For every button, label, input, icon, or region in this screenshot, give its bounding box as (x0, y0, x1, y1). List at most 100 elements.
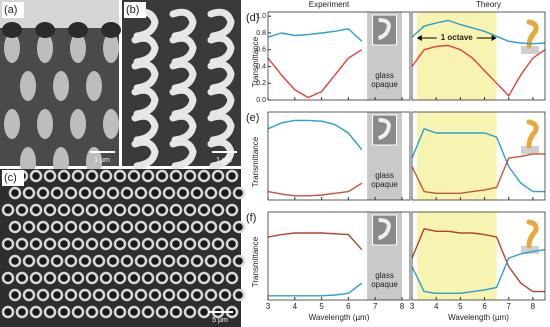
inset-helix (377, 218, 391, 240)
helix-icon (526, 119, 539, 149)
hole (103, 109, 119, 139)
opaque-label: opaque (371, 80, 398, 89)
ring (29, 305, 43, 319)
ring (85, 271, 99, 285)
ring (99, 237, 113, 251)
hole (37, 109, 53, 139)
panel-label: (d) (246, 12, 259, 24)
ring (85, 237, 99, 251)
ring (8, 186, 22, 200)
ring (176, 288, 190, 302)
scale-label: 1 µm (94, 157, 110, 164)
ring (197, 203, 211, 217)
helix-turn (207, 86, 235, 118)
ring (148, 254, 162, 268)
opaque-label: glass (375, 171, 394, 180)
ring (64, 186, 78, 200)
panel-label: (b) (126, 4, 139, 16)
ring (169, 203, 183, 217)
ring (113, 305, 127, 319)
ring (85, 169, 99, 183)
helix-turn (131, 138, 159, 170)
ring (211, 237, 225, 251)
series-line (411, 153, 545, 194)
ring (232, 186, 246, 200)
post (2, 22, 22, 38)
ring (29, 237, 43, 251)
ring (134, 288, 148, 302)
panel-title: Experiment (309, 0, 350, 9)
ring (155, 271, 169, 285)
x-tick-label: 6 (482, 302, 487, 311)
ring (106, 254, 120, 268)
ring (162, 186, 176, 200)
ring (218, 186, 232, 200)
y-tick-label: 0.8 (256, 30, 266, 37)
opaque-label: glass (375, 271, 394, 280)
ring (134, 186, 148, 200)
ring (57, 237, 71, 251)
ring (176, 254, 190, 268)
sem-b-pattern (131, 8, 235, 170)
x-tick-label: 3 (410, 302, 415, 311)
ring (78, 220, 92, 234)
scale-label: 5 µm (212, 317, 228, 324)
ring (225, 271, 239, 285)
hole (53, 71, 69, 101)
ring (183, 203, 197, 217)
ring (71, 169, 85, 183)
ring (155, 237, 169, 251)
ring (218, 220, 232, 234)
post (68, 22, 88, 38)
hole (4, 109, 20, 139)
helix-turn (131, 86, 159, 118)
ring (232, 220, 246, 234)
helix-turn (131, 34, 159, 66)
ring (64, 288, 78, 302)
ring (225, 203, 239, 217)
x-tick-label: 6 (346, 302, 351, 311)
sem-c-pattern (1, 169, 246, 319)
helix-turn (207, 34, 235, 66)
opaque-label: opaque (371, 280, 398, 289)
ring (120, 254, 134, 268)
ring (197, 305, 211, 319)
opaque-label: opaque (371, 180, 398, 189)
ring (218, 288, 232, 302)
opaque-label: glass (375, 71, 394, 80)
ring (43, 203, 57, 217)
ring (71, 305, 85, 319)
ring (211, 271, 225, 285)
panel-label: (c) (4, 172, 17, 184)
ring (141, 305, 155, 319)
x-tick-label: 8 (400, 302, 405, 311)
y-tick-label: 0.0 (256, 97, 266, 104)
x-tick-label: 8 (531, 302, 536, 311)
ring (113, 169, 127, 183)
octave-label: 1 octave (441, 33, 474, 42)
ring (29, 271, 43, 285)
x-tick-label: 3 (266, 302, 271, 311)
helix-turn (169, 34, 197, 66)
helix-turn (169, 112, 197, 144)
ring (127, 271, 141, 285)
ring (127, 237, 141, 251)
ring (120, 186, 134, 200)
ring (134, 254, 148, 268)
ring (190, 186, 204, 200)
helix-icon (526, 19, 539, 49)
helix-turn (131, 112, 159, 144)
helix-turn (207, 60, 235, 92)
helix-turn (207, 112, 235, 144)
ring (141, 203, 155, 217)
ring (204, 288, 218, 302)
helix-icon-base (521, 246, 539, 254)
x-tick-label: 7 (373, 302, 378, 311)
ring (71, 203, 85, 217)
ring (162, 220, 176, 234)
ring (113, 203, 127, 217)
ring (169, 305, 183, 319)
ring (43, 237, 57, 251)
post (35, 22, 55, 38)
